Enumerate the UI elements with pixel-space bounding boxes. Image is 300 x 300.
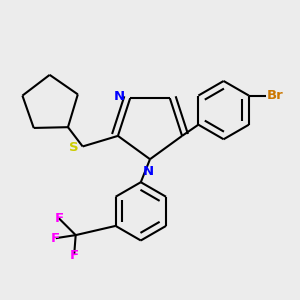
Text: F: F (51, 232, 60, 245)
Text: S: S (69, 142, 79, 154)
Text: Br: Br (267, 89, 284, 102)
Text: F: F (54, 212, 63, 225)
Text: F: F (70, 248, 79, 262)
Text: N: N (143, 165, 154, 178)
Text: N: N (113, 90, 124, 103)
